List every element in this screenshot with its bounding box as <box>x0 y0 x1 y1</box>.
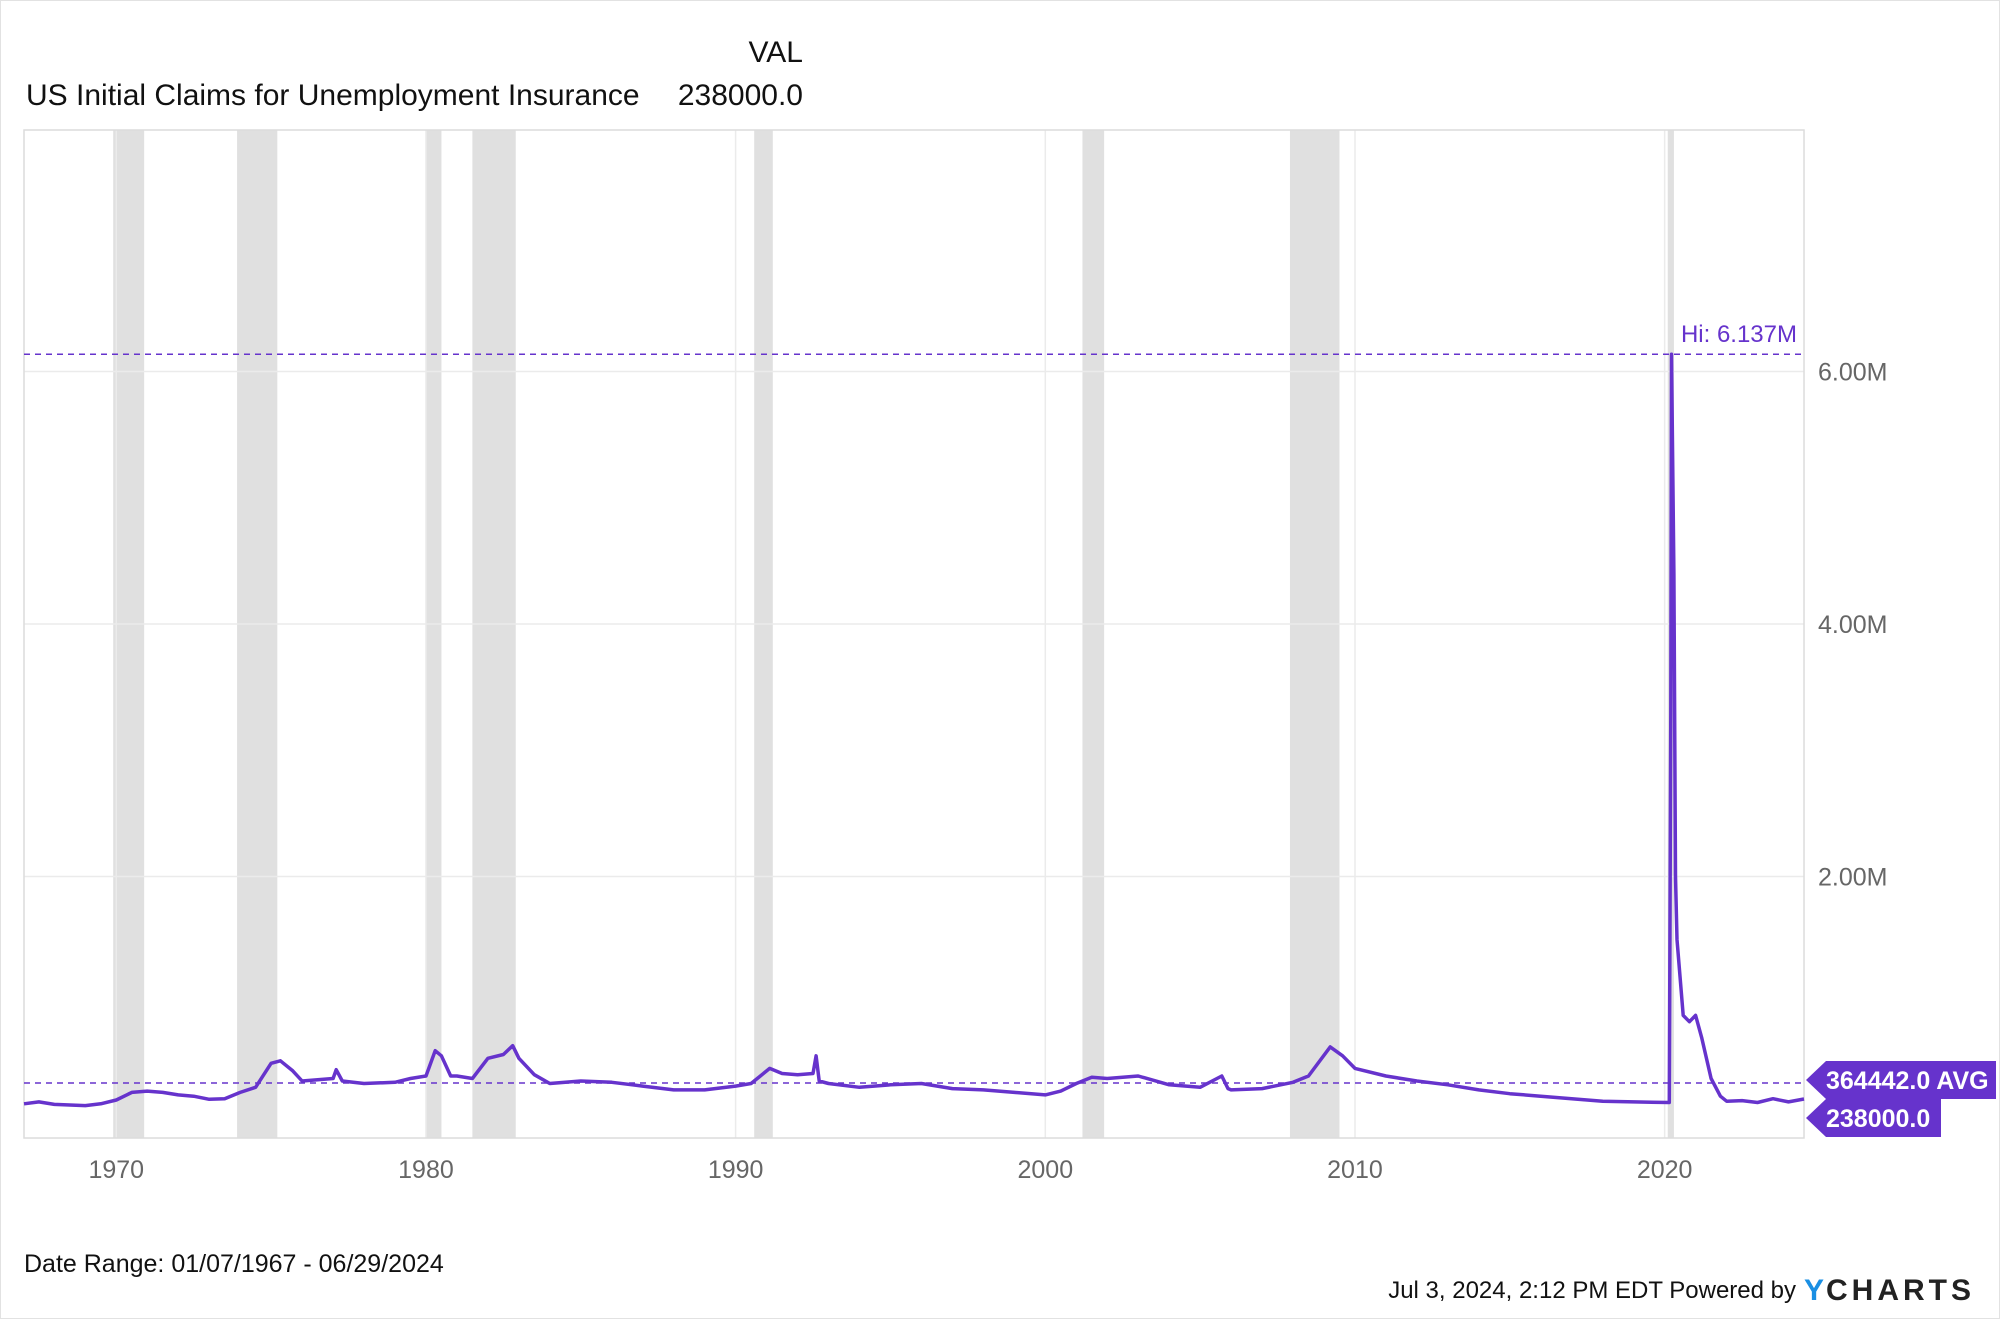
recession-band <box>472 130 516 1138</box>
x-tick-label: 2020 <box>1637 1156 1693 1184</box>
ycharts-logo[interactable]: Y CHARTS <box>1804 1274 1975 1307</box>
recession-band <box>113 130 145 1138</box>
logo-y: Y <box>1804 1274 1824 1307</box>
plot-area <box>23 129 1805 1139</box>
timestamp: Jul 3, 2024, 2:12 PM EDT <box>1388 1277 1663 1304</box>
last-value-badge-label: 238000.0 <box>1826 1105 1930 1133</box>
logo-text: CHARTS <box>1826 1274 1975 1307</box>
recession-band <box>754 130 773 1138</box>
series-line <box>23 352 1805 1108</box>
footer-credit: Jul 3, 2024, 2:12 PM EDT Powered by <box>1388 1277 1796 1304</box>
average-badge: 364442.0 AVG <box>1806 1061 1996 1099</box>
recession-band <box>1289 130 1340 1138</box>
y-tick-label: 6.00M <box>1818 359 1887 387</box>
x-tick-label: 1990 <box>708 1156 764 1184</box>
y-tick-label: 4.00M <box>1818 611 1887 639</box>
date-range: Date Range: 01/07/1967 - 06/29/2024 <box>24 1250 444 1278</box>
y-tick-label: 2.00M <box>1818 864 1887 892</box>
recession-band <box>237 130 278 1138</box>
x-tick-label: 1970 <box>88 1156 144 1184</box>
x-tick-label: 1980 <box>398 1156 454 1184</box>
powered-by: Powered by <box>1669 1277 1796 1304</box>
recession-band <box>1082 130 1105 1138</box>
x-tick-label: 2000 <box>1017 1156 1073 1184</box>
series-value: 238000.0 <box>678 79 803 112</box>
column-header: VAL <box>749 36 803 69</box>
last-value-badge: 238000.0 <box>1806 1099 1941 1137</box>
x-tick-label: 2010 <box>1327 1156 1383 1184</box>
average-badge-label: 364442.0 AVG <box>1826 1067 1989 1095</box>
recession-band <box>425 130 442 1138</box>
series-name: US Initial Claims for Unemployment Insur… <box>26 79 640 112</box>
high-label: Hi: 6.137M <box>1681 321 1797 348</box>
